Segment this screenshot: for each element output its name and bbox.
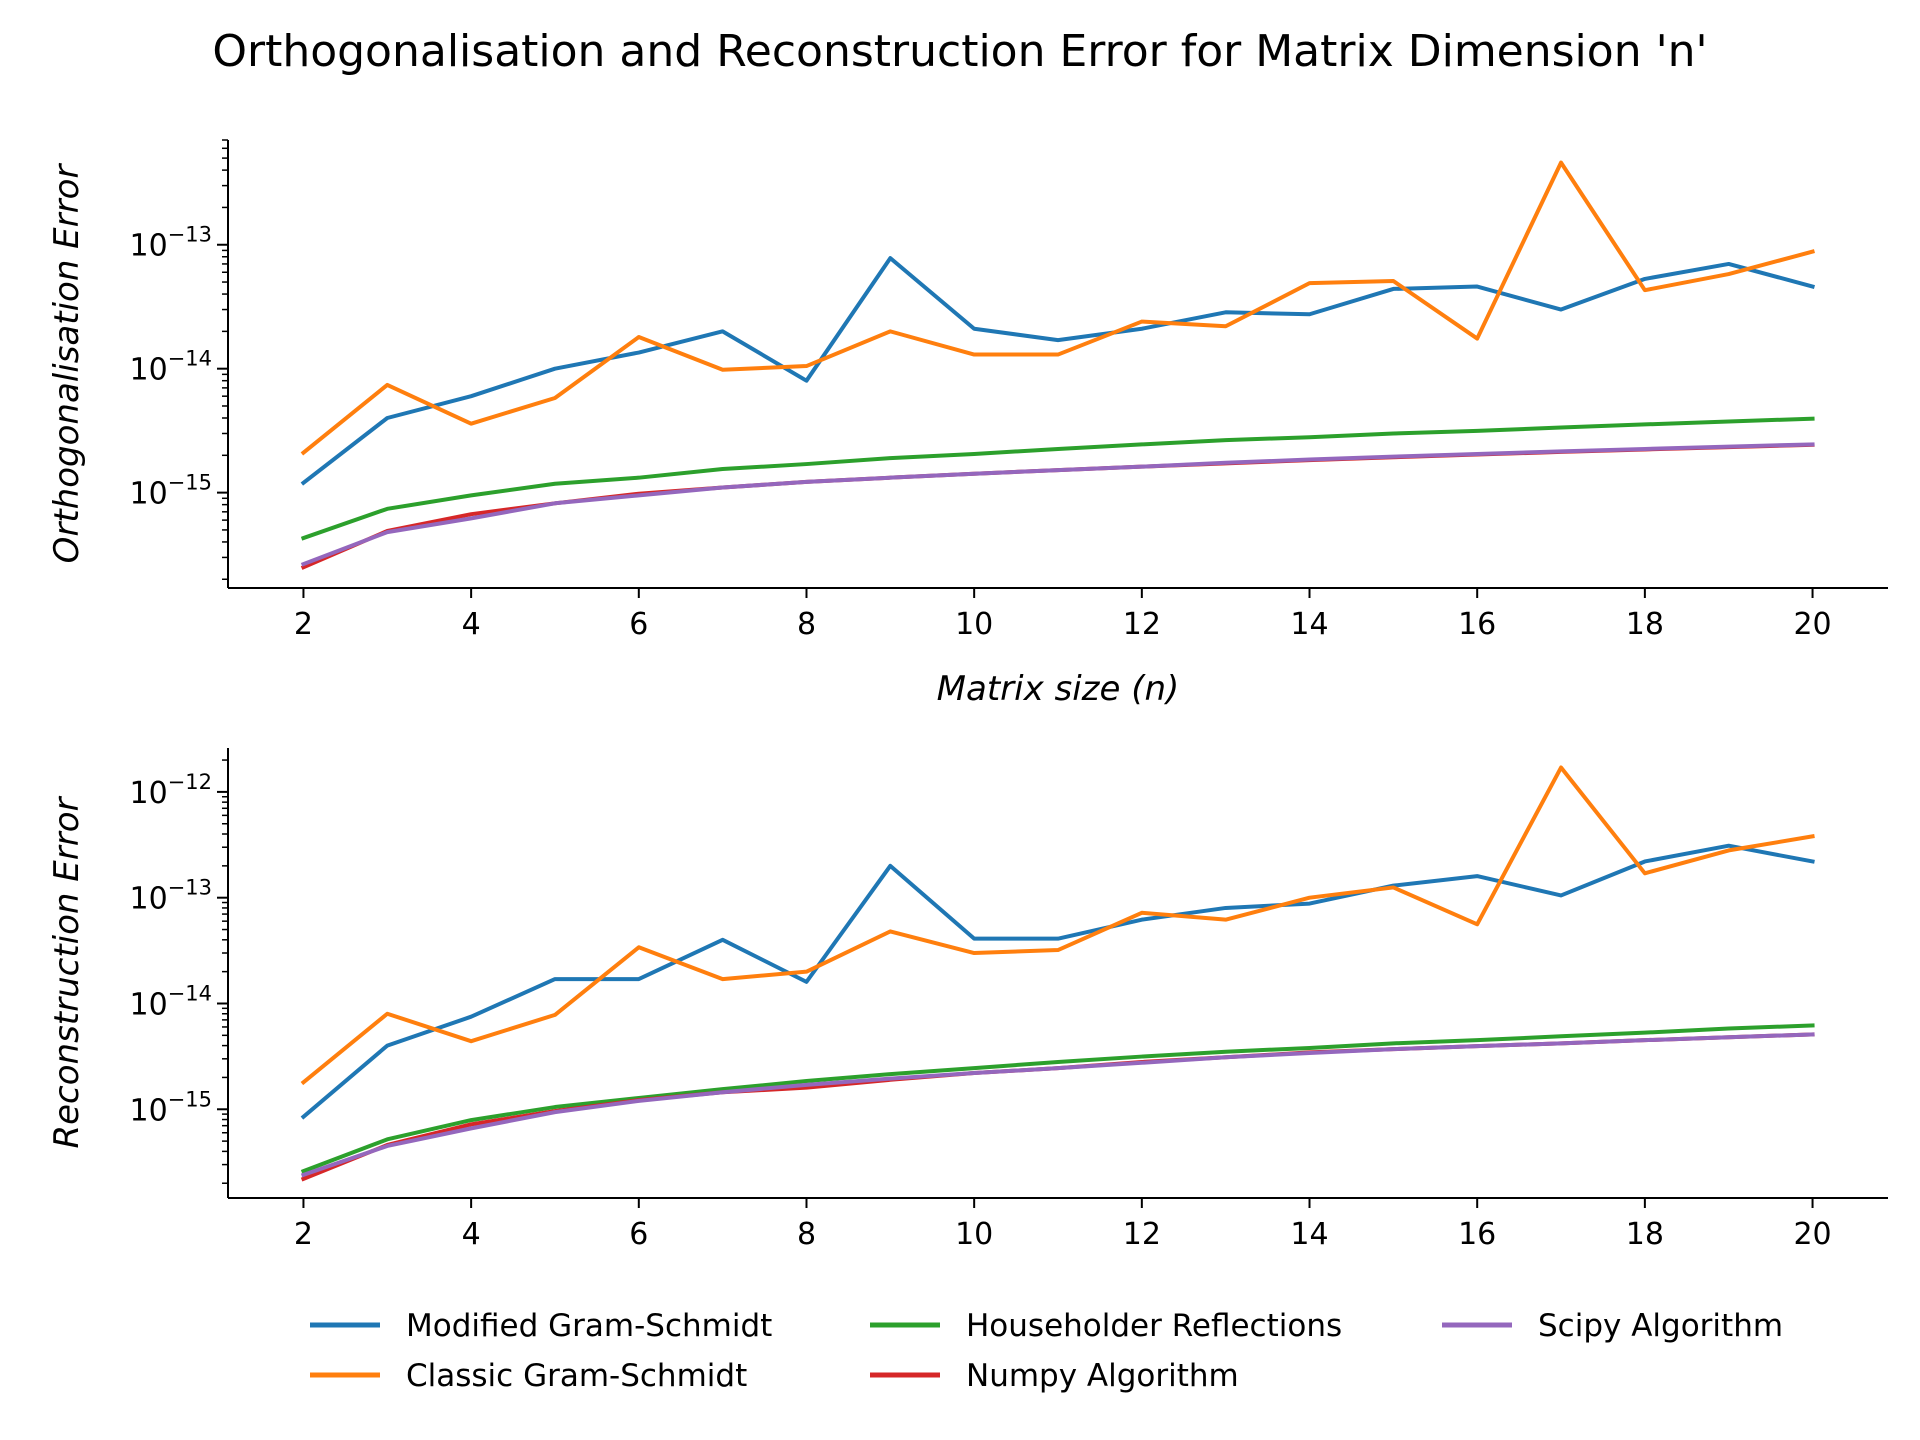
x-tick-label: 16 — [1458, 1217, 1496, 1252]
x-tick-label: 20 — [1793, 1217, 1831, 1252]
x-tick-label: 14 — [1290, 607, 1328, 642]
y-tick-label: 10−14 — [129, 347, 212, 388]
x-tick-label: 8 — [797, 1217, 816, 1252]
series-line-classic-gram-schmidt — [300, 765, 1815, 1086]
x-axis-label: Matrix size (n) — [937, 669, 1180, 709]
legend-item: Householder Reflections — [870, 1308, 1342, 1344]
legend-label: Numpy Algorithm — [966, 1358, 1239, 1394]
y-tick-label: 10−15 — [129, 1087, 212, 1128]
series-group — [300, 160, 1816, 570]
y-tick-label: 10−15 — [129, 471, 212, 512]
legend: Modified Gram-Schmidt Classic Gram-Schmid… — [310, 1308, 1783, 1394]
x-tick-label: 6 — [629, 607, 648, 642]
x-tick-label: 10 — [955, 607, 993, 642]
panel-1: 2 4 6 8 10 12 14 16 18 20 10−15 10−14 10−13 Orthogona… — [47, 139, 1888, 709]
y-tick-label: 10−13 — [129, 223, 212, 264]
panel-2: 2 4 6 8 10 12 14 16 18 20 10−15 10−14 10−13 10−12 Reco… — [47, 748, 1888, 1252]
y-tick-label: 10−14 — [129, 981, 212, 1022]
x-tick-label: 2 — [294, 1217, 313, 1252]
series-line-householder-reflections — [300, 1023, 1815, 1174]
x-tick-label: 4 — [462, 1217, 481, 1252]
x-tick-label: 18 — [1626, 1217, 1664, 1252]
series-line-scipy-algorithm — [300, 1032, 1815, 1178]
series-group — [300, 765, 1815, 1182]
x-tick-label: 2 — [294, 607, 313, 642]
x-tick-label: 12 — [1123, 607, 1161, 642]
x-tick-label: 20 — [1793, 607, 1831, 642]
x-tick-label: 12 — [1123, 1217, 1161, 1252]
y-tick-label: 10−12 — [129, 770, 212, 811]
y-axis-label: Reconstruction Error — [47, 795, 87, 1148]
legend-label: Householder Reflections — [966, 1308, 1342, 1344]
x-tick-label: 6 — [629, 1217, 648, 1252]
series-line-householder-reflections — [300, 416, 1815, 541]
legend-item: Classic Gram-Schmidt — [310, 1358, 747, 1394]
x-tick-label: 14 — [1290, 1217, 1328, 1252]
series-line-scipy-algorithm — [300, 442, 1815, 567]
series-line-modified-gram-schmidt — [300, 256, 1816, 486]
x-tick-label: 10 — [955, 1217, 993, 1252]
y-tick-label: 10−13 — [129, 876, 212, 917]
x-tick-label: 16 — [1458, 607, 1496, 642]
x-tick-label: 18 — [1626, 607, 1664, 642]
series-line-modified-gram-schmidt — [300, 843, 1815, 1120]
series-line-classic-gram-schmidt — [300, 160, 1815, 456]
x-tick-label: 8 — [797, 607, 816, 642]
legend-item: Numpy Algorithm — [870, 1358, 1239, 1394]
legend-label: Modified Gram-Schmidt — [406, 1308, 772, 1344]
chart-title: Orthogonalisation and Reconstruction Err… — [212, 26, 1707, 77]
legend-item: Modified Gram-Schmidt — [310, 1308, 772, 1344]
x-tick-label: 4 — [462, 607, 481, 642]
legend-label: Scipy Algorithm — [1538, 1308, 1783, 1344]
legend-item: Scipy Algorithm — [1442, 1308, 1783, 1344]
y-axis-label: Orthogonalisation Error — [47, 163, 87, 564]
legend-label: Classic Gram-Schmidt — [406, 1358, 747, 1394]
